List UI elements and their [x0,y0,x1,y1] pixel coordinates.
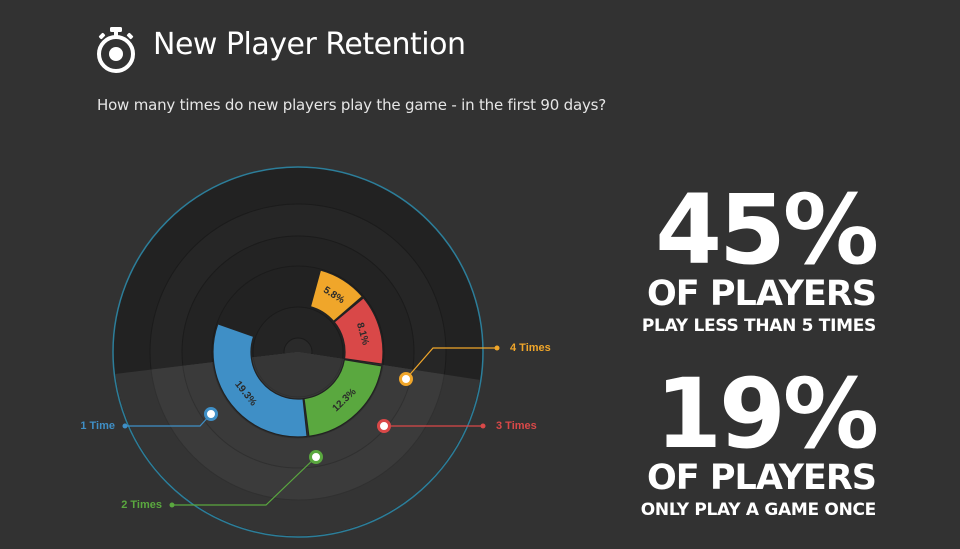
callout-end-dot-2-times [169,502,175,508]
stat-big-number: 19% [655,358,879,470]
callout-end-dot-4-times [494,345,500,351]
chart-slices: 19.3% 12.3%8.1%5.8% [212,269,384,438]
stat-big-number: 45% [655,174,879,286]
callout-end-dot-3-times [480,423,486,429]
slice-2-times [303,359,383,437]
category-label-1-time: 1 Time [80,420,115,432]
stopwatch-icon [96,27,136,73]
callout-marker-3-times [377,419,391,433]
callout-end-dot-1-time [122,423,128,429]
chart-callouts: 1 Time 2 Times 3 Times 4 Times [80,342,550,511]
stat-block-45: 45% OF PLAYERS PLAY LESS THAN 5 TIMES [641,174,879,338]
page-title: New Player Retention [153,27,466,62]
slice-4-times [309,269,364,323]
slice-1-time [212,323,308,438]
stat-small-text: PLAY LESS THAN 5 TIMES [641,316,876,336]
category-label-3-times: 3 Times [496,420,537,432]
callout-line-4-times [405,347,497,380]
callout-marker-1-time [204,407,218,421]
callout-line-2-times [172,456,317,506]
callout-marker-2-times [309,450,323,464]
stat-mid-text: OF PLAYERS [647,458,877,498]
stat-block-19: 19% OF PLAYERS ONLY PLAY A GAME ONCE [640,358,879,522]
slice-3-times [333,296,384,365]
stat-small-text: ONLY PLAY A GAME ONCE [640,500,877,520]
page-subtitle: How many times do new players play the g… [97,96,607,114]
stat-mid-text: OF PLAYERS [647,274,877,314]
callout-marker-4-times [399,372,413,386]
category-label-4-times: 4 Times [510,342,551,354]
category-label-2-times: 2 Times [121,499,162,511]
chart-backdrop [112,166,484,538]
